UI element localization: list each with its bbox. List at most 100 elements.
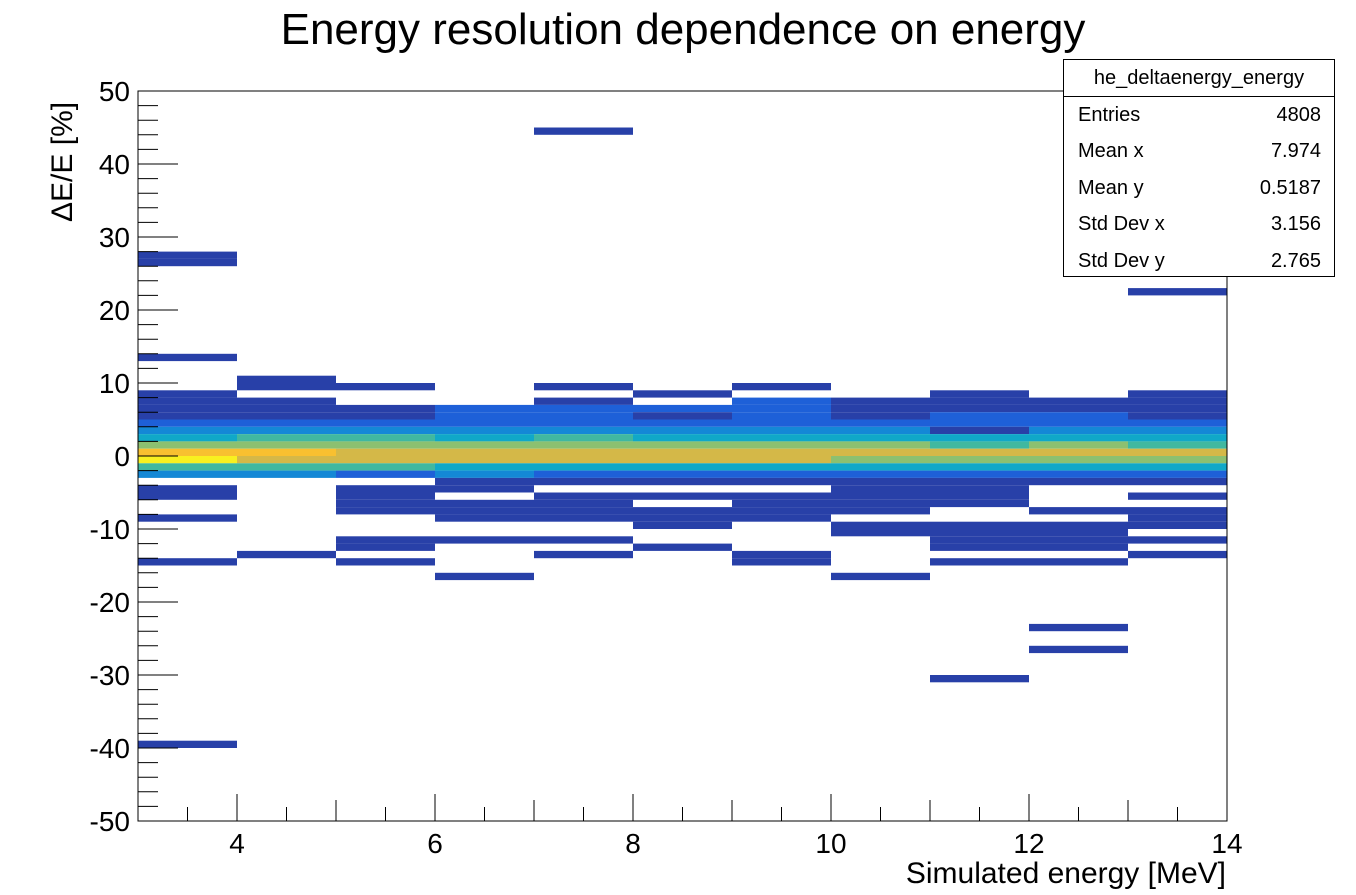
stats-value: 0.5187 (1259, 176, 1321, 199)
heatmap-cell (336, 507, 435, 515)
heatmap-cell (534, 412, 633, 420)
heatmap-cell (534, 550, 633, 559)
heatmap-cell (831, 477, 930, 486)
x-tick-label: 14 (1211, 828, 1242, 859)
heatmap-cell (732, 558, 831, 566)
heatmap-cell (138, 456, 237, 464)
heatmap-cell (534, 383, 633, 391)
heatmap-cell (534, 456, 633, 464)
heatmap-cell (732, 434, 831, 442)
heatmap-cell (732, 492, 831, 500)
heatmap-cell (1029, 412, 1128, 420)
heatmap-cell (930, 441, 1029, 449)
heatmap-cell (336, 412, 435, 420)
heatmap-cell (930, 485, 1029, 493)
heatmap-cell (831, 492, 930, 500)
heatmap-cell (930, 558, 1029, 566)
heatmap-cell (435, 572, 534, 581)
heatmap-cell (1128, 507, 1227, 515)
heatmap-cell (732, 426, 831, 435)
heatmap-cell (1029, 507, 1128, 515)
heatmap-cell (732, 499, 831, 508)
heatmap-cell (534, 426, 633, 435)
heatmap-cell (930, 412, 1029, 420)
heatmap-cell (732, 404, 831, 413)
heatmap-cell (1029, 645, 1128, 654)
y-tick-label: -20 (90, 587, 130, 618)
x-axis-label: Simulated energy [MeV] (906, 857, 1226, 890)
heatmap-cell (237, 426, 336, 435)
heatmap-cell (831, 529, 930, 537)
y-axis-label: ΔE/E [%] (46, 102, 79, 222)
heatmap-cell (831, 463, 930, 471)
stats-label: Std Dev y (1078, 249, 1165, 272)
heatmap-cell (831, 397, 930, 405)
heatmap-cell (1029, 623, 1128, 632)
heatmap-cell (1128, 463, 1227, 471)
heatmap-cell (831, 521, 930, 529)
heatmap-cell (732, 456, 831, 464)
heatmap-cell (435, 426, 534, 435)
heatmap-cell (1128, 536, 1227, 544)
y-tick-label: 10 (99, 368, 130, 399)
y-tick-label: 30 (99, 222, 130, 253)
heatmap-cell (633, 404, 732, 413)
heatmap-cell (336, 441, 435, 449)
stats-row-mean-y: Mean y 0.5187 (1064, 170, 1334, 206)
heatmap-cell (1128, 477, 1227, 486)
heatmap-cell (831, 441, 930, 449)
heatmap-cell (732, 397, 831, 405)
heatmap-cell (633, 463, 732, 471)
heatmap-cell (633, 412, 732, 420)
heatmap-cell (633, 441, 732, 449)
stats-label: Mean x (1078, 140, 1144, 163)
stats-row-std-dev-x: Std Dev x 3.156 (1064, 206, 1334, 242)
heatmap-cell (237, 434, 336, 442)
heatmap-cell (435, 434, 534, 442)
heatmap-cell (435, 404, 534, 413)
heatmap-cell (534, 404, 633, 413)
x-tick-label: 6 (427, 828, 443, 859)
heatmap-cell (930, 521, 1029, 529)
heatmap-cell (435, 470, 534, 478)
heatmap-cell (534, 434, 633, 442)
heatmap-cell (435, 514, 534, 522)
heatmap-cell (1029, 434, 1128, 442)
heatmap-cell (1128, 397, 1227, 405)
heatmap-cell (732, 441, 831, 449)
heatmap-cell (930, 448, 1029, 456)
heatmap-cell (237, 412, 336, 420)
stats-label: Entries (1078, 104, 1141, 126)
heatmap-cell (534, 419, 633, 427)
heatmap-cell (534, 499, 633, 508)
heatmap-cell (138, 353, 237, 362)
y-tick-label: -30 (90, 660, 130, 691)
heatmap-cell (435, 419, 534, 427)
heatmap-cell (1128, 412, 1227, 420)
heatmap-cell (930, 529, 1029, 537)
heatmap-cell (732, 463, 831, 471)
heatmap-cell (1029, 521, 1128, 529)
heatmap-cell (534, 397, 633, 405)
y-tick-label: 40 (99, 149, 130, 180)
heatmap-cell (237, 470, 336, 478)
heatmap-cell (336, 426, 435, 435)
heatmap-cell (1029, 397, 1128, 405)
heatmap-cell (831, 419, 930, 427)
heatmap-cell (930, 463, 1029, 471)
heatmap-cell (435, 441, 534, 449)
heatmap-cell (831, 434, 930, 442)
heatmap-cell (633, 426, 732, 435)
heatmap-cell (435, 456, 534, 464)
heatmap-cell (138, 441, 237, 449)
heatmap-cell (1029, 404, 1128, 413)
stats-label: Std Dev x (1078, 213, 1165, 236)
heatmap-cell (633, 543, 732, 551)
heatmap-cell (534, 536, 633, 544)
heatmap-cell (138, 404, 237, 413)
heatmap-cell (534, 470, 633, 478)
heatmap-cell (633, 470, 732, 478)
heatmap-cell (1128, 426, 1227, 435)
heatmap-cell (633, 477, 732, 486)
